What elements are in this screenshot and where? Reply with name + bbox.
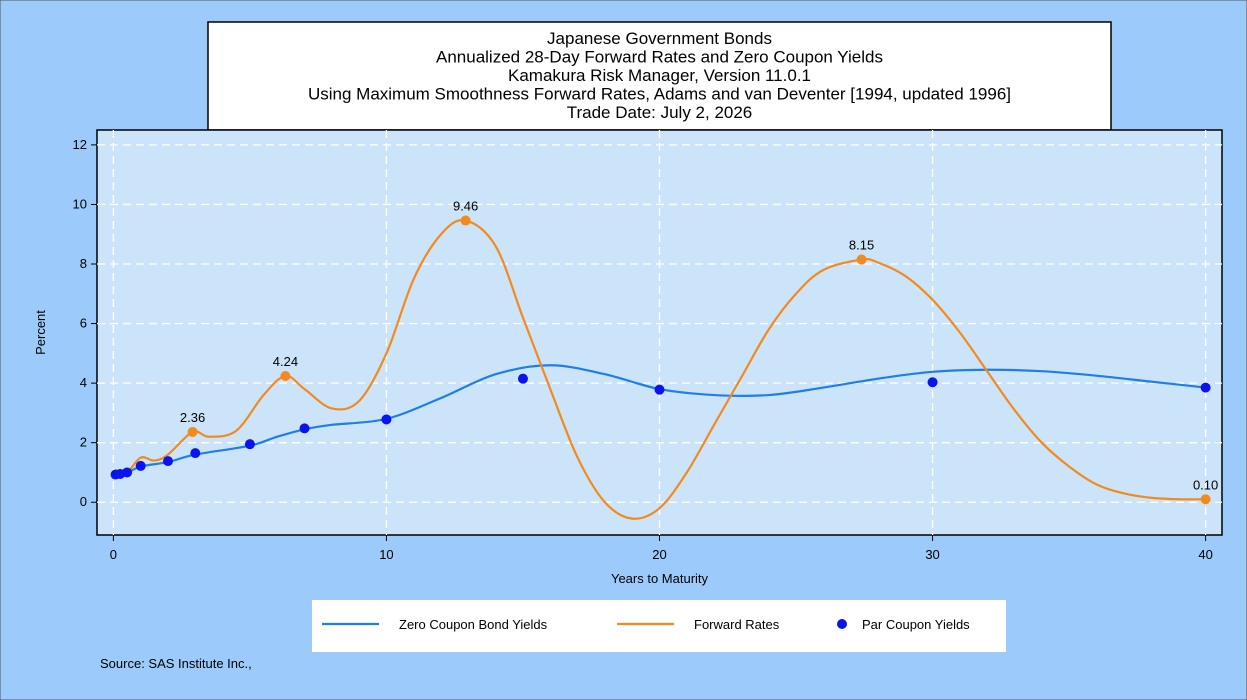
point [122,467,133,478]
chart-title: Kamakura Risk Manager, Version 11.0.1 [508,66,811,85]
legend-label: Zero Coupon Bond Yields [399,617,548,632]
x-tick-label: 10 [379,547,393,562]
point [244,439,255,450]
peak-marker [856,254,867,265]
data-label: 9.46 [453,199,478,214]
data-label: 4.24 [273,354,298,369]
point [381,414,392,425]
x-axis-label: Years to Maturity [611,571,709,586]
point [299,423,310,434]
y-tick-label: 10 [73,196,87,211]
title-box [207,21,1112,131]
data-label: 2.36 [180,410,205,425]
chart-title: Using Maximum Smoothness Forward Rates, … [308,85,1011,104]
legend-label: Forward Rates [694,617,780,632]
chart-title: Japanese Government Bonds [547,29,772,48]
x-tick-label: 40 [1198,547,1212,562]
peak-marker [1200,494,1211,505]
data-label: 8.15 [849,238,874,253]
point [190,448,201,459]
x-tick-label: 0 [110,547,117,562]
legend-label: Par Coupon Yields [862,617,970,632]
y-tick-label: 0 [80,494,87,509]
x-tick-label: 30 [925,547,939,562]
point [135,460,146,471]
point [1200,382,1211,393]
x-tick-label: 20 [652,547,666,562]
data-label: 0.10 [1193,477,1218,492]
chart-title: Annualized 28-Day Forward Rates and Zero… [436,48,883,67]
point [162,456,173,467]
y-tick-label: 12 [73,137,87,152]
point [654,384,665,395]
point [517,373,528,384]
peak-marker [187,426,198,437]
legend [312,600,1006,652]
chart-title: Trade Date: July 2, 2026 [567,103,753,122]
source-note: Source: SAS Institute Inc., [100,656,252,671]
y-tick-label: 6 [80,316,87,331]
legend-swatch [837,619,847,629]
peak-marker [280,370,291,381]
y-tick-label: 2 [80,435,87,450]
y-tick-label: 8 [80,256,87,271]
y-tick-label: 4 [80,375,87,390]
point [927,377,938,388]
peak-marker [460,215,471,226]
series-line [113,219,1206,520]
y-axis-label: Percent [33,310,48,355]
